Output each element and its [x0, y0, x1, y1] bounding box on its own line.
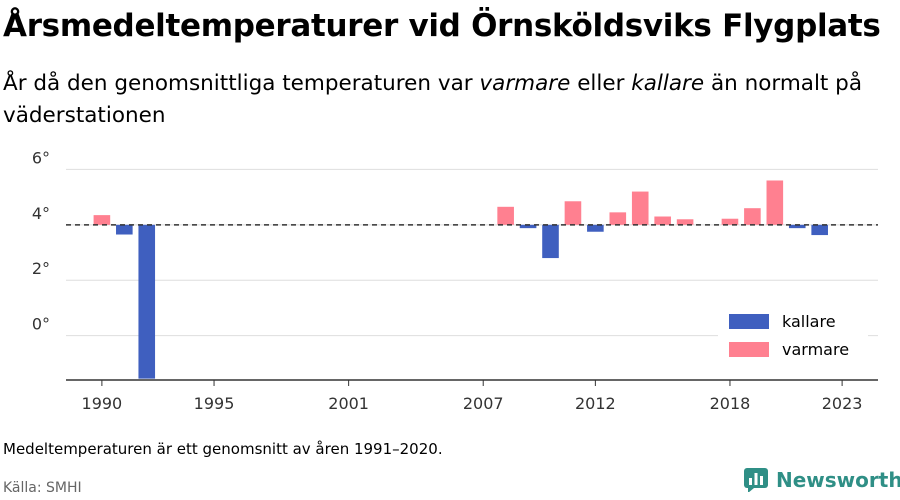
- brand-name: Newsworthy: [776, 468, 900, 492]
- bar-2011: [564, 201, 582, 225]
- bar-2022: [811, 224, 828, 236]
- temperature-chart: 0° 2° 4° 6° 1990 1995 2001 2007 2012 2018 2023 ka…: [32, 150, 878, 413]
- footnote: Medeltemperaturen är ett genomsnitt av å…: [3, 440, 443, 458]
- bar-1990: [93, 215, 111, 225]
- chart-subtitle: År då den genomsnittliga temperaturen va…: [3, 68, 893, 132]
- bar-2014: [631, 191, 649, 225]
- x-tick-label: 2012: [575, 394, 616, 413]
- x-tick-label: 2007: [463, 394, 504, 413]
- chart-title: Årsmedeltemperaturer vid Örnsköldsviks F…: [3, 8, 881, 44]
- bar-2015: [654, 216, 671, 225]
- x-tick-label: 2023: [822, 394, 863, 413]
- y-tick-label: 4°: [32, 204, 50, 223]
- subtitle-part-2: eller: [570, 71, 632, 96]
- x-tick-label: 1995: [194, 394, 235, 413]
- bar-2018: [721, 218, 739, 225]
- x-axis: 1990 1995 2001 2007 2012 2018 2023: [66, 379, 878, 413]
- legend-label-varmare: varmare: [782, 340, 849, 359]
- bar-chart-logo-icon: [744, 468, 768, 492]
- bar-2016: [676, 219, 694, 225]
- bar-2008: [497, 206, 514, 225]
- bar-2009: [519, 224, 537, 229]
- x-tick-label: 1990: [82, 394, 123, 413]
- bars: [93, 180, 828, 379]
- subtitle-warmer: varmare: [479, 71, 571, 96]
- legend: kallare varmare: [718, 306, 868, 366]
- bar-2010: [542, 224, 559, 259]
- grid-lines: 0° 2° 4° 6°: [32, 150, 878, 337]
- legend-swatch-kallare: [729, 314, 769, 329]
- bar-2021: [788, 224, 806, 229]
- y-tick-label: 2°: [32, 259, 50, 278]
- source-credit: Källa: SMHI: [3, 480, 82, 496]
- bar-2020: [766, 180, 784, 225]
- legend-swatch-varmare: [729, 342, 769, 357]
- brand-logo: Newsworthy: [744, 468, 900, 492]
- bar-1992: [138, 224, 156, 379]
- x-tick-label: 2018: [710, 394, 751, 413]
- bar-2013: [609, 212, 627, 225]
- bar-1991: [116, 224, 133, 235]
- subtitle-part-1: År då den genomsnittliga temperaturen va…: [3, 71, 480, 96]
- x-tick-label: 2001: [328, 394, 369, 413]
- bar-2019: [744, 208, 761, 225]
- y-tick-label: 0°: [32, 315, 50, 334]
- subtitle-part-3: än normalt på väderstationen: [3, 71, 862, 128]
- bar-2012: [587, 224, 604, 232]
- legend-label-kallare: kallare: [782, 312, 836, 331]
- y-tick-label: 6°: [32, 150, 50, 167]
- subtitle-colder: kallare: [631, 71, 705, 96]
